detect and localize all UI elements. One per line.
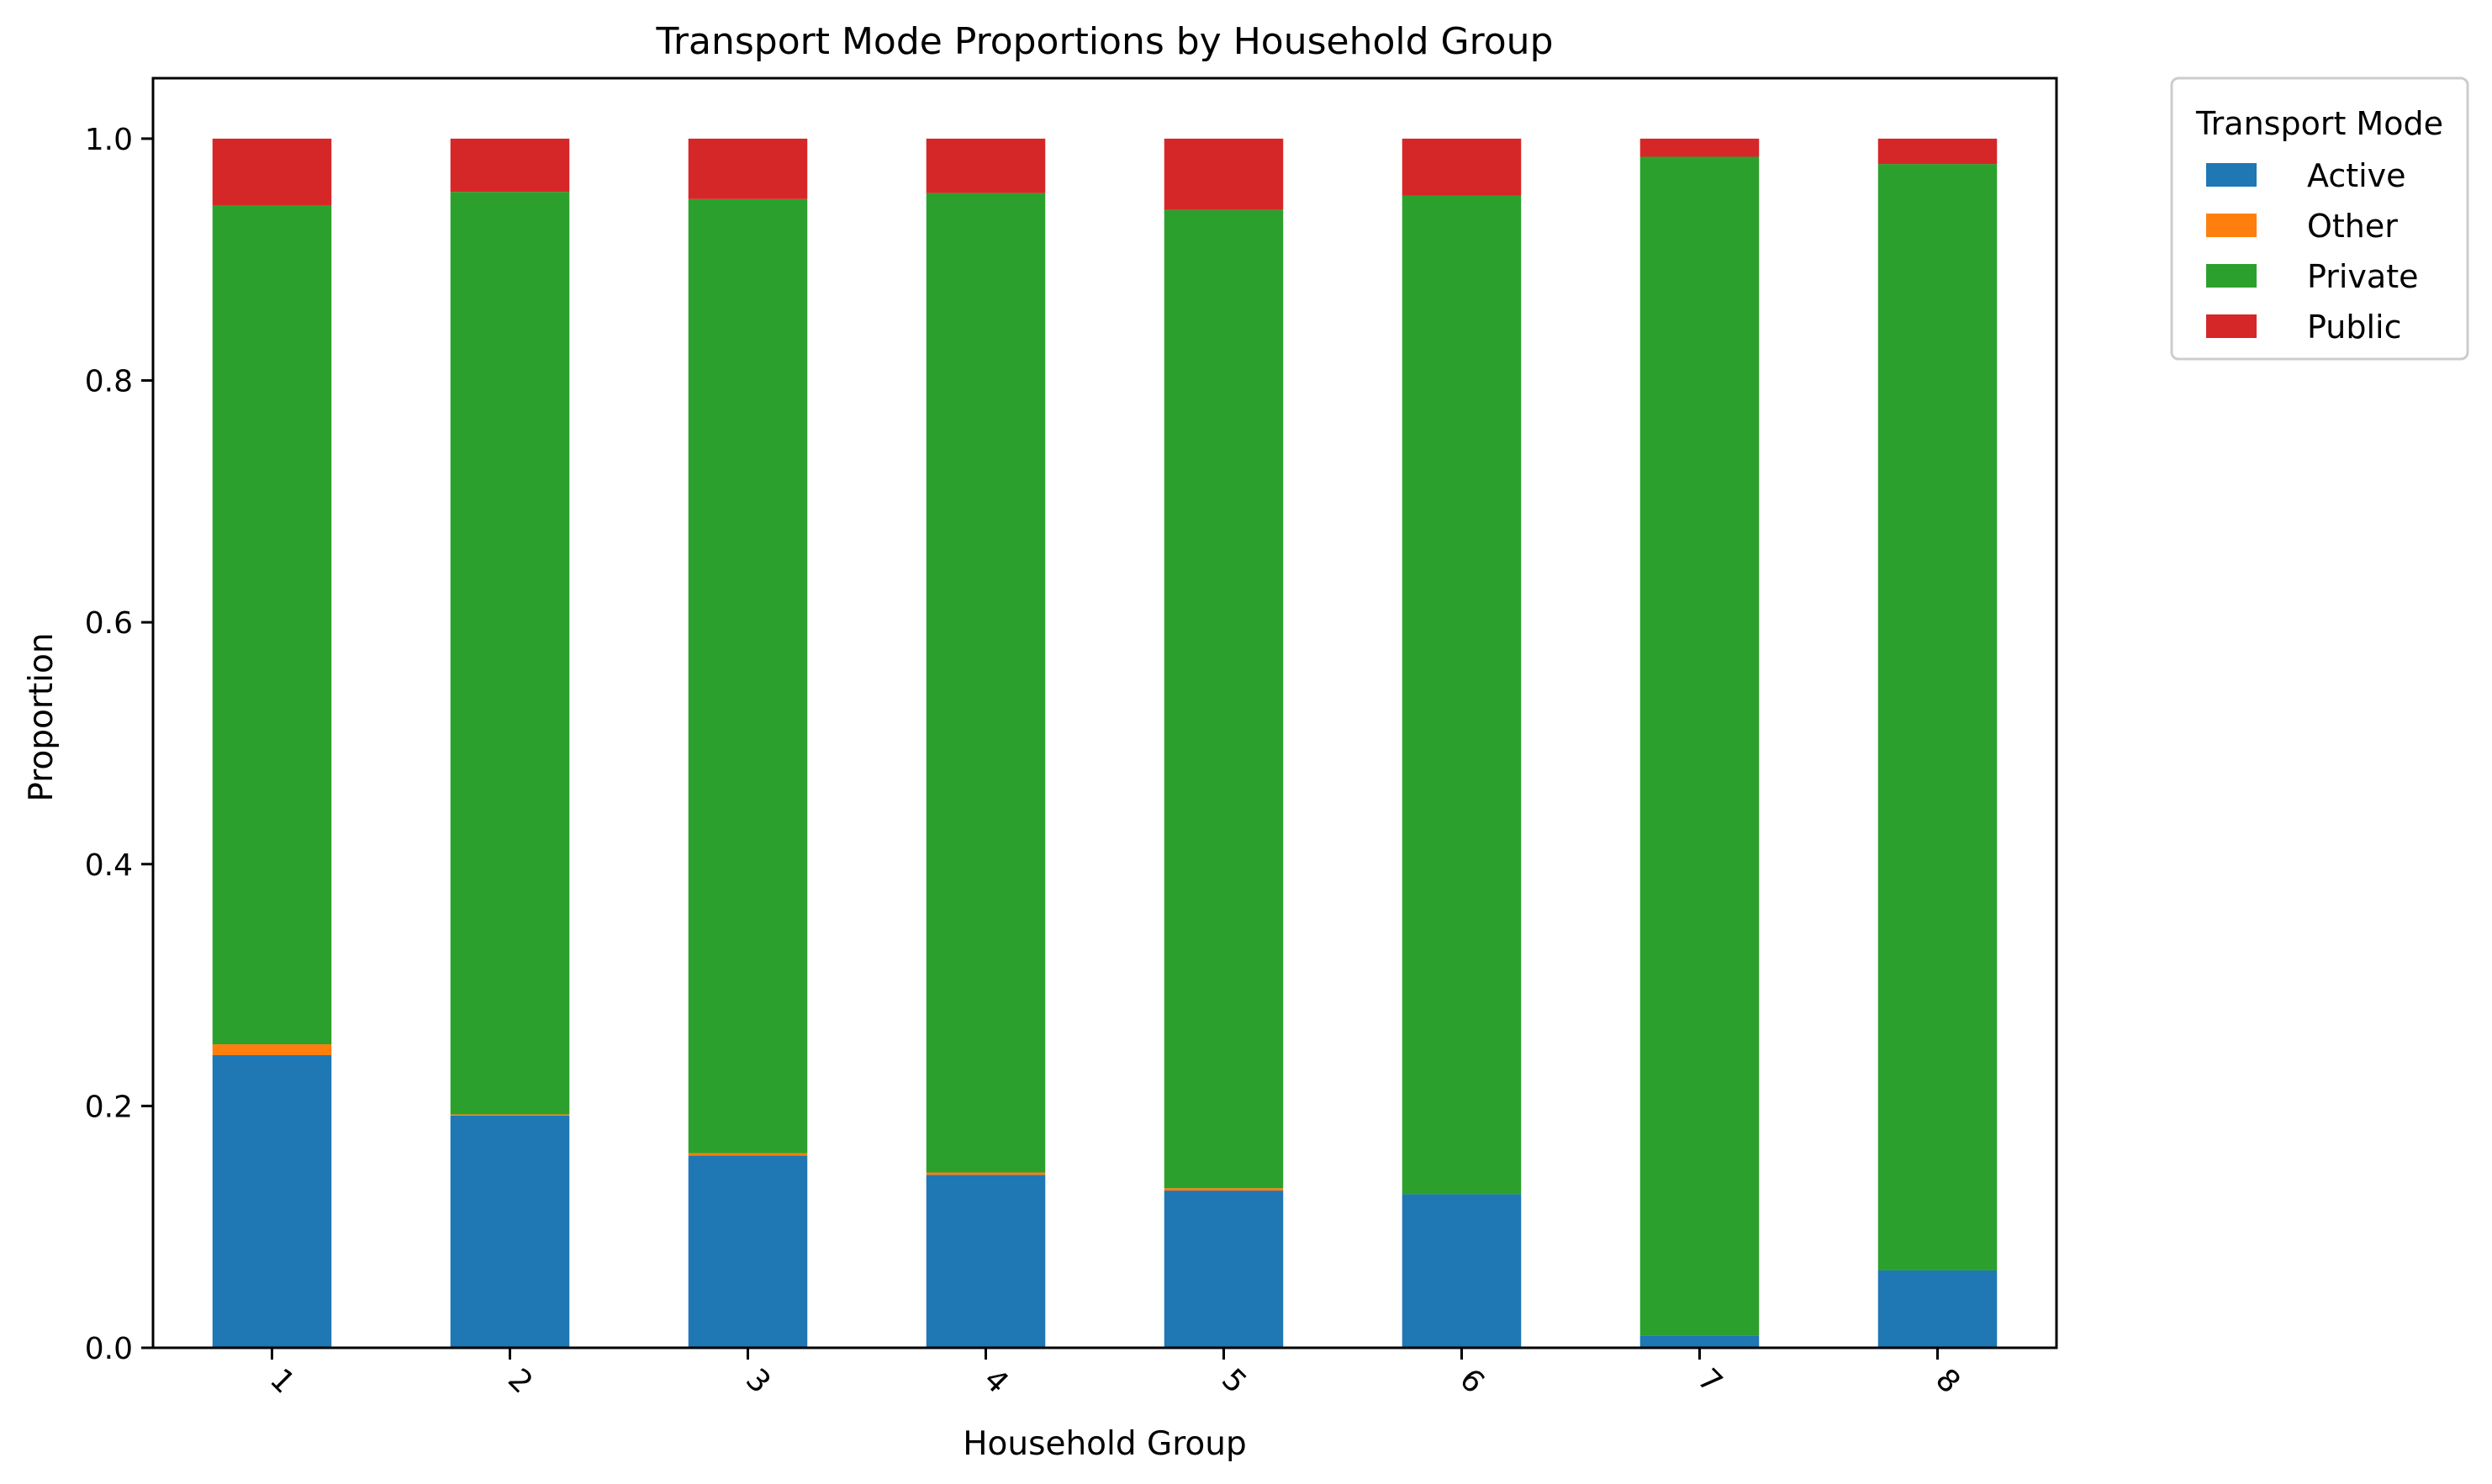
x-axis-label: Household Group — [963, 1425, 1247, 1463]
bar-active-group-3 — [688, 1155, 808, 1348]
bar-active-group-7 — [1639, 1335, 1760, 1348]
bar-public-group-8 — [1877, 138, 1998, 165]
bar-public-group-3 — [688, 138, 808, 199]
chart-title: Transport Mode Proportions by Household … — [656, 20, 1554, 63]
bar-private-group-1 — [212, 205, 332, 1045]
y-axis: 0.0 0.2 0.4 0.6 0.8 1.0 — [85, 123, 153, 1366]
bar-active-group-8 — [1877, 1270, 1998, 1348]
bar-private-group-2 — [450, 192, 570, 1115]
legend-label-other: Other — [2307, 208, 2398, 245]
y-axis-label: Proportion — [23, 632, 61, 801]
legend-title: Transport Mode — [2195, 105, 2443, 142]
bar-public-group-7 — [1639, 138, 1760, 157]
bar-public-group-1 — [212, 138, 332, 205]
bar-public-group-6 — [1402, 138, 1522, 196]
bar-private-group-8 — [1877, 164, 1998, 1270]
bar-active-group-6 — [1402, 1194, 1522, 1348]
legend-frame — [2170, 77, 2469, 361]
legend: Transport Mode Active Other Private Public — [2170, 77, 2469, 361]
y-tick-label: 1.0 — [85, 123, 133, 157]
bar-other-group-2 — [450, 1114, 570, 1116]
plot-frame — [151, 77, 2058, 1349]
legend-label-active: Active — [2307, 157, 2406, 194]
bar-other-group-4 — [926, 1172, 1046, 1175]
bar-other-group-1 — [212, 1044, 332, 1055]
bar-public-group-4 — [926, 138, 1046, 193]
y-tick-label: 0.4 — [85, 848, 133, 883]
bar-public-group-2 — [450, 138, 570, 193]
bar-active-group-4 — [926, 1175, 1046, 1348]
y-tick-label: 0.6 — [85, 606, 133, 641]
bar-private-group-5 — [1164, 209, 1284, 1189]
bar-active-group-1 — [212, 1054, 332, 1348]
bar-active-group-5 — [1164, 1191, 1284, 1348]
bar-private-group-4 — [926, 193, 1046, 1173]
bar-other-group-5 — [1164, 1188, 1284, 1191]
bar-public-group-5 — [1164, 138, 1284, 210]
y-tick-label: 0.2 — [85, 1090, 133, 1124]
bar-private-group-7 — [1639, 156, 1760, 1336]
legend-swatch-other — [2206, 214, 2257, 237]
bar-other-group-3 — [688, 1153, 808, 1156]
y-tick-label: 0.0 — [85, 1332, 133, 1366]
legend-swatch-public — [2206, 314, 2257, 338]
bar-private-group-3 — [688, 198, 808, 1154]
y-tick-label: 0.8 — [85, 365, 133, 399]
legend-label-public: Public — [2307, 309, 2401, 346]
bar-private-group-6 — [1402, 195, 1522, 1195]
bar-active-group-2 — [450, 1115, 570, 1348]
legend-label-private: Private — [2307, 258, 2418, 295]
legend-swatch-private — [2206, 264, 2257, 288]
legend-swatch-active — [2206, 163, 2257, 187]
bars-layer — [212, 138, 1998, 1348]
